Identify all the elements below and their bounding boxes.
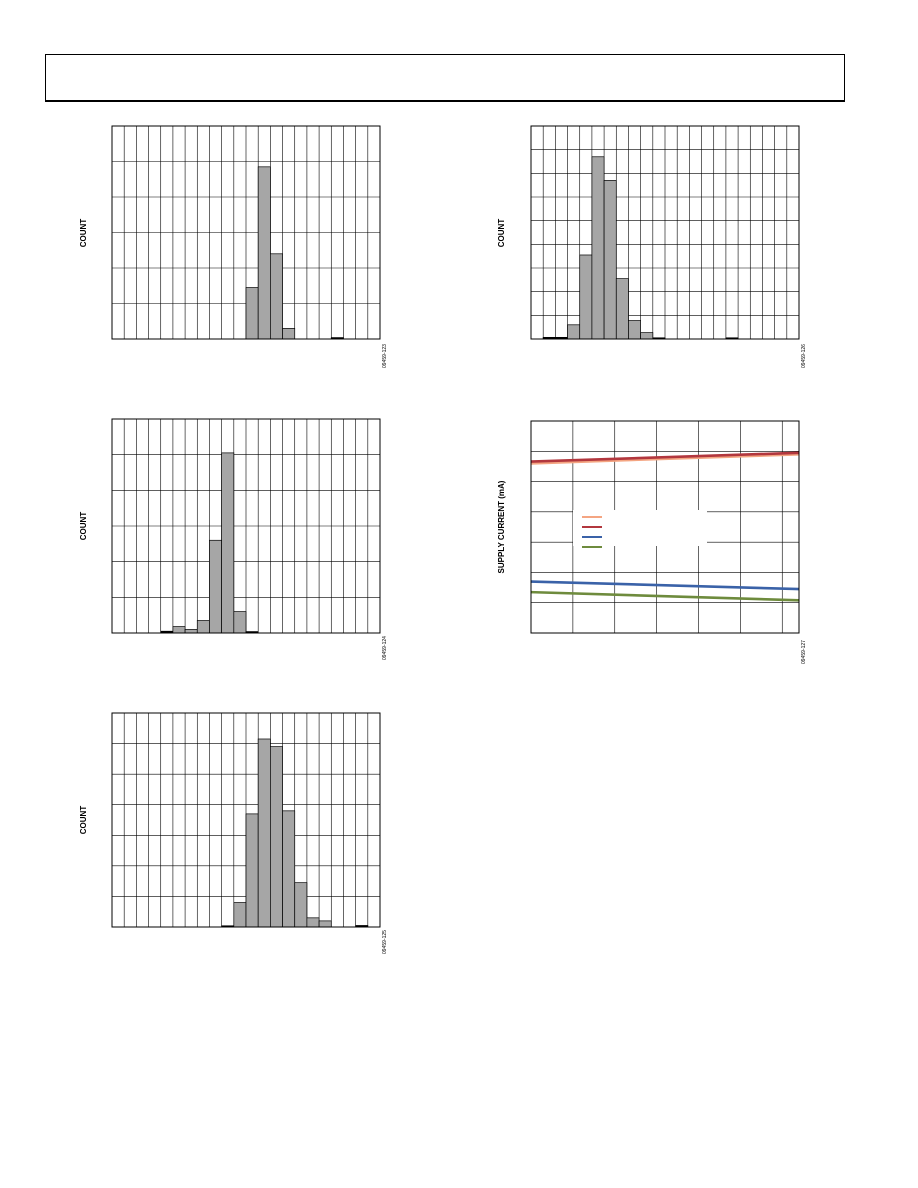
y-axis-label-4: COUNT [497, 219, 506, 248]
histogram-bar [245, 813, 259, 928]
figure-id-1: 09459-123 [382, 344, 388, 368]
plot-frame-1 [111, 125, 381, 340]
histogram-bar [257, 738, 271, 928]
plot-frame-5 [530, 420, 800, 634]
histogram-bar [567, 324, 581, 340]
series-line-1 [530, 453, 800, 465]
histogram-bar [221, 452, 235, 634]
histogram-bar [257, 166, 271, 340]
series-line-3 [530, 580, 800, 591]
figure-id-4: 09459-126 [801, 344, 807, 368]
plot-frame-3 [111, 712, 381, 928]
histogram-bar [628, 320, 641, 340]
plot-frame-4 [530, 125, 800, 340]
page-header-box [45, 54, 845, 102]
histogram-bar [282, 810, 296, 928]
histogram-bar [591, 156, 605, 340]
histogram-bar [233, 611, 247, 634]
plot-frame-2 [111, 418, 381, 634]
histogram-bar [615, 278, 629, 340]
figure-id-3: 09459-125 [382, 930, 388, 954]
histogram-bar [294, 882, 308, 928]
y-axis-label-2: COUNT [79, 512, 88, 541]
histogram-bar [233, 902, 247, 928]
histogram-bar [172, 626, 186, 634]
histogram-bar [318, 920, 332, 928]
histogram-bar [640, 332, 654, 340]
histogram-bar [306, 917, 320, 928]
series-line-2 [530, 451, 800, 463]
histogram-bar [245, 287, 259, 340]
histogram-bar [282, 328, 296, 340]
y-axis-label-5: SUPPLY CURRENT (mA) [497, 480, 506, 573]
series-line-4 [530, 590, 800, 602]
figure-id-2: 09459-124 [382, 636, 388, 660]
y-axis-label-1: COUNT [79, 219, 88, 248]
histogram-bar [270, 746, 283, 928]
histogram-bar [209, 539, 222, 634]
histogram-bar [270, 253, 283, 340]
histogram-bar [603, 180, 617, 340]
histogram-bar [196, 620, 210, 634]
figure-id-5: 09459-127 [801, 640, 807, 664]
histogram-bar [579, 254, 593, 340]
y-axis-label-3: COUNT [79, 806, 88, 835]
histogram-bar [184, 629, 198, 634]
